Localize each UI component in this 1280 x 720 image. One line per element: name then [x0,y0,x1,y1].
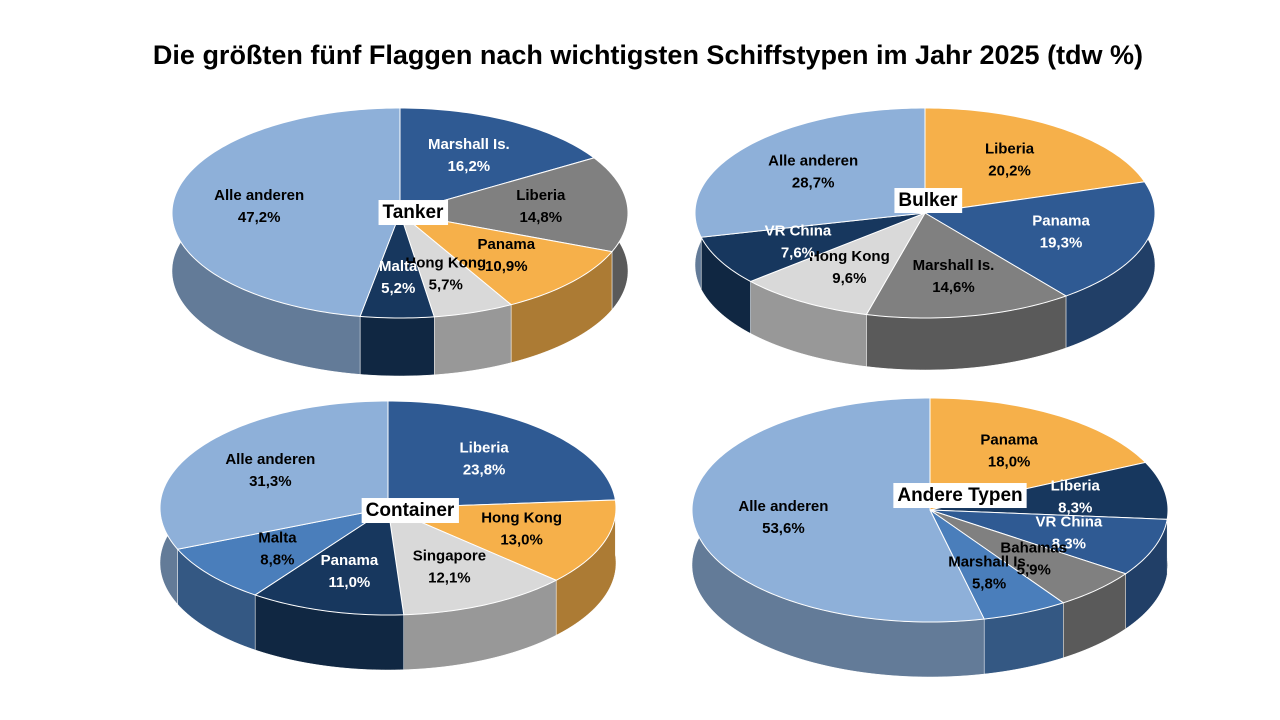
slice [929,509,1168,575]
slice [176,507,389,596]
slice [749,212,927,316]
pie-title-box [893,483,1027,509]
value-label: 23,8% [463,461,506,478]
slice-label: Marshall Is. [948,554,1030,571]
pie-title: Bulker [898,190,958,211]
slice-label: Liberia [460,439,510,456]
value-label: 13,0% [500,532,543,549]
slice [254,507,405,616]
pie: Marshall Is. 16,2% Liberia 14,8% Panama 10,9%… [171,107,629,377]
slice-label: Liberia [1051,478,1101,495]
slice-label: Liberia [516,187,566,204]
slice-label: Panama [478,236,536,253]
slice-label: Alle anderen [738,498,828,515]
slice [399,107,596,214]
slice [387,507,558,616]
slice [929,509,1127,604]
slice-label: Alle anderen [768,153,858,170]
value-label: 5,8% [972,576,1006,593]
pie-title-box [894,188,963,214]
value-label: 47,2% [238,209,281,226]
value-label: 8,8% [260,551,294,568]
pie: Liberia 20,2% Panama 19,3% Marshall Is. 14,6%… [694,107,1156,371]
slice-label: Singapore [413,548,486,565]
value-label: 31,3% [249,473,292,490]
value-label: 14,6% [932,279,975,296]
pie: Liberia 23,8% Hong Kong 13,0% Singapore 12,1%… [159,400,617,671]
value-label: 16,2% [448,158,491,175]
value-label: 5,9% [1017,561,1051,578]
slice-label: Liberia [985,141,1035,158]
slice-label: Marshall Is. [428,136,510,153]
value-label: 18,0% [988,453,1031,470]
value-label: 19,3% [1040,235,1083,252]
value-label: 7,6% [781,245,815,262]
slice [159,400,389,550]
slice [359,211,435,319]
slice [923,181,1156,297]
slice [398,212,613,306]
slice [924,107,1146,214]
slice-side [359,316,435,377]
slice-label: Alle anderen [214,187,304,204]
value-label: 9,6% [832,270,866,287]
slice-label: VR China [765,223,832,240]
value-label: 5,7% [429,277,463,294]
slice-label: Panama [980,431,1038,448]
slice-label: Hong Kong [809,248,890,265]
pie-title-box [378,200,449,226]
value-label: 12,1% [428,570,471,587]
pie-title: Andere Typen [897,485,1022,506]
value-label: 5,2% [381,280,415,297]
slice-label: Malta [258,529,297,546]
slice-label: VR China [1036,513,1103,530]
pie-title: Tanker [383,202,445,223]
value-label: 53,6% [762,520,805,537]
value-label: 28,7% [792,175,835,192]
value-label: 11,0% [329,574,371,591]
slice [691,397,985,623]
slice [171,107,401,317]
pie-title-box [361,498,459,524]
slice [387,400,616,509]
value-label: 8,3% [1052,535,1086,552]
slice [929,397,1147,511]
slice [929,509,1065,620]
slice-label: Panama [321,552,379,569]
value-label: 20,2% [988,163,1031,180]
slice-label: Hong Kong [481,510,562,527]
slice-label: Malta [379,258,418,275]
pie-title: Container [366,500,455,521]
slice-label: Alle anderen [225,451,315,468]
slice-label: Hong Kong [405,255,486,272]
slice [700,212,926,282]
slice [865,212,1068,319]
slice-label: Bahamas [1000,539,1067,556]
slice-label: Panama [1032,213,1090,230]
slice [399,157,629,253]
value-label: 8,3% [1058,500,1092,517]
value-label: 10,9% [485,258,528,275]
slice-label: Marshall Is. [913,257,995,274]
slice [694,107,926,238]
value-label: 14,8% [520,209,563,226]
slice [398,211,513,318]
page-title: Die größten fünf Flaggen nach wichtigste… [153,40,1143,70]
